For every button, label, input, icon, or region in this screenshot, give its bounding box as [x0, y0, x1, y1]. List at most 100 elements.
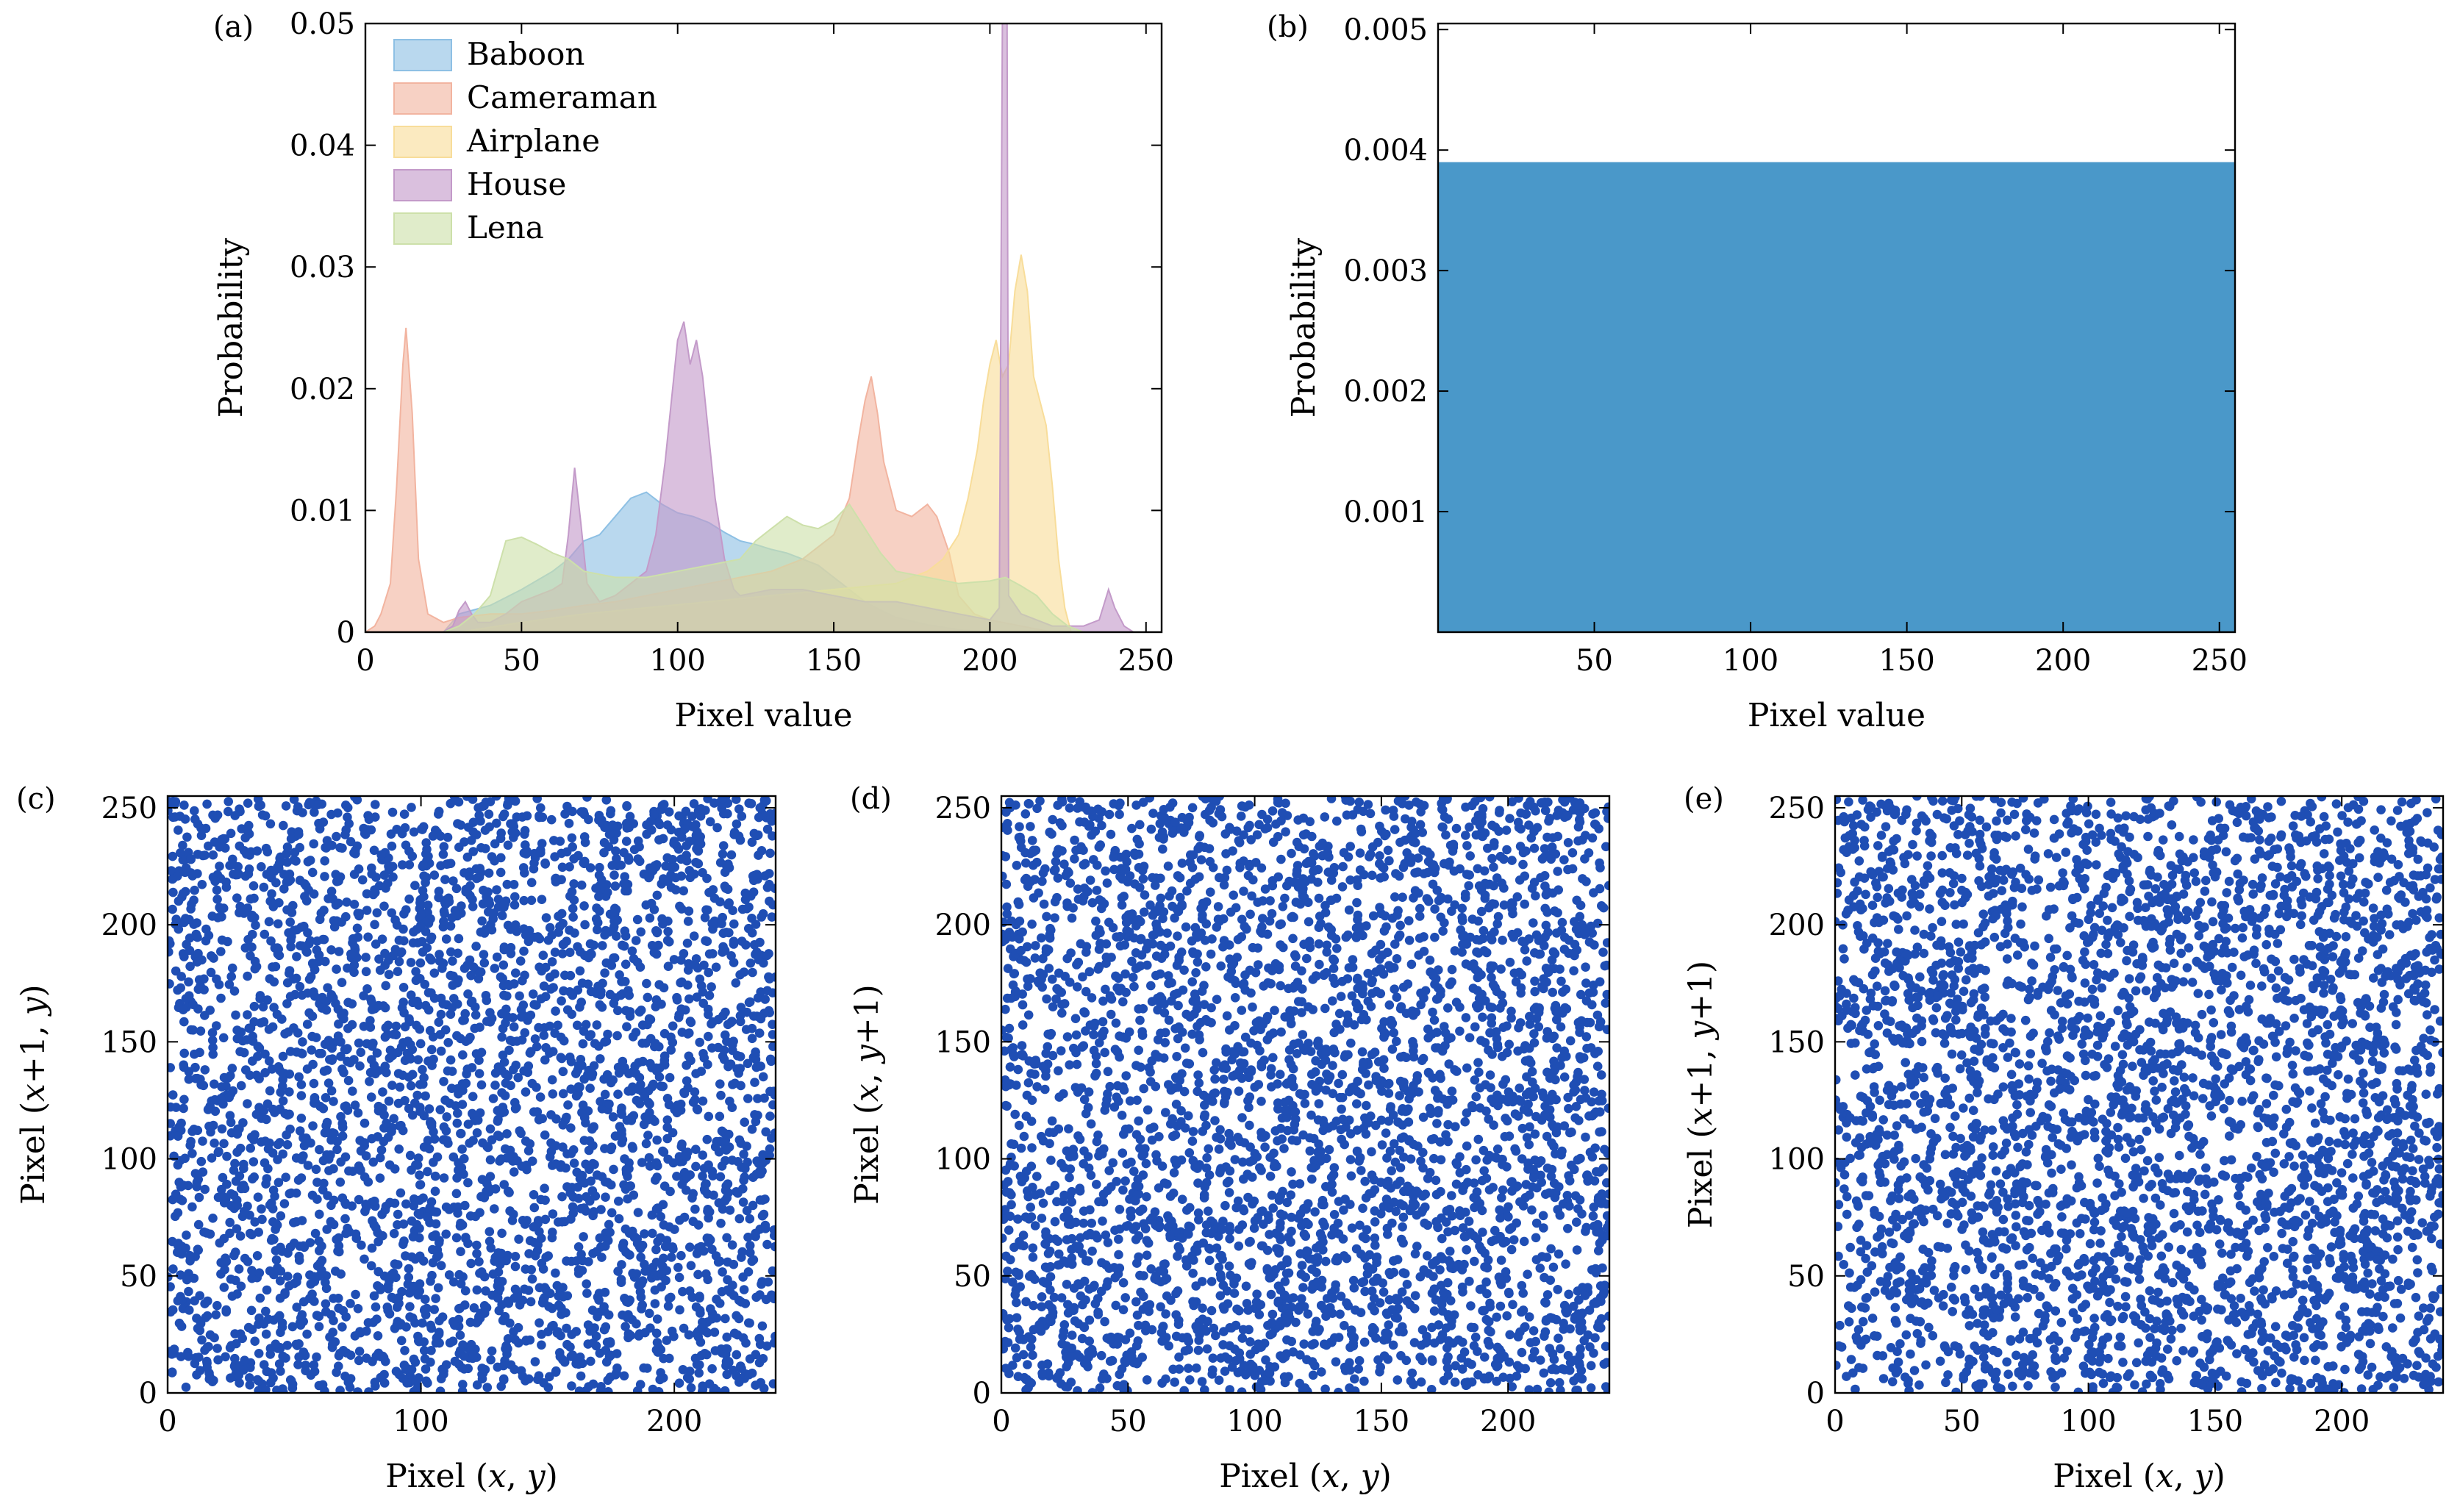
scatter-point: [667, 1253, 676, 1262]
scatter-point: [617, 1260, 626, 1269]
scatter-point: [672, 1108, 682, 1118]
scatter-point: [732, 796, 741, 804]
scatter-point: [593, 917, 603, 928]
scatter-point: [187, 1202, 197, 1212]
scatter-point: [579, 807, 588, 817]
scatter-point: [271, 878, 281, 888]
scatter-point: [310, 1297, 319, 1306]
scatter-point: [239, 1164, 248, 1173]
scatter-point: [680, 824, 690, 834]
scatter-point: [498, 1050, 508, 1060]
scatter-point: [677, 832, 687, 842]
scatter-point: [483, 887, 493, 897]
scatter-point: [1237, 1333, 1248, 1343]
scatter-point: [237, 1333, 248, 1344]
scatter-point: [671, 885, 681, 895]
scatter-point: [1237, 914, 1247, 925]
scatter-point: [682, 1172, 692, 1183]
scatter-point: [462, 796, 472, 801]
scatter-point: [410, 1254, 421, 1264]
scatter-point: [369, 1061, 379, 1070]
scatter-point: [396, 1319, 406, 1328]
scatter-point: [1115, 1031, 1124, 1041]
scatter-point: [632, 914, 643, 925]
scatter-point: [1484, 1045, 1493, 1055]
scatter-point: [516, 1012, 526, 1022]
scatter-point: [375, 1173, 385, 1183]
scatter-point: [415, 1024, 425, 1034]
scatter-point: [436, 1374, 446, 1383]
scatter-point: [239, 1047, 249, 1058]
scatter-point: [747, 837, 757, 848]
scatter-point: [490, 1184, 501, 1194]
scatter-point: [339, 1014, 348, 1024]
scatter-point: [1193, 957, 1203, 967]
scatter-point: [260, 1136, 271, 1146]
scatter-point: [436, 1261, 446, 1271]
scatter-point: [447, 1083, 457, 1093]
scatter-point: [657, 914, 667, 924]
scatter-point: [208, 1214, 218, 1223]
scatter-point: [269, 977, 279, 987]
scatter-point: [341, 1228, 351, 1239]
scatter-point: [347, 999, 357, 1008]
scatter-point: [225, 1228, 235, 1239]
scatter-point: [426, 1346, 436, 1355]
scatter-point: [281, 801, 291, 811]
scatter-point: [587, 1305, 598, 1315]
scatter-point: [273, 949, 283, 959]
scatter-point: [373, 1236, 383, 1247]
scatter-point: [758, 1354, 768, 1364]
scatter-point: [1008, 1278, 1018, 1287]
scatter-point: [627, 946, 637, 956]
scatter-point: [212, 1300, 222, 1311]
scatter-point: [624, 1069, 634, 1078]
scatter-point: [217, 1184, 226, 1194]
scatter-point: [366, 825, 376, 835]
scatter-point: [525, 1048, 535, 1058]
scatter-point: [308, 1059, 318, 1069]
scatter-point: [1193, 1022, 1202, 1031]
scatter-point: [449, 994, 459, 1003]
scatter-point: [397, 1003, 407, 1013]
scatter-point: [490, 1068, 501, 1078]
scatter-point: [1384, 1089, 1394, 1098]
scatter-point: [307, 959, 318, 968]
scatter-point: [610, 881, 621, 891]
scatter-point: [238, 1365, 248, 1375]
scatter-point: [762, 950, 772, 961]
scatter-point: [534, 1318, 544, 1328]
scatter-point: [693, 1332, 704, 1342]
scatter-point: [654, 1387, 664, 1393]
scatter-point: [1344, 905, 1354, 915]
scatter-point: [394, 956, 404, 967]
scatter-point: [479, 958, 490, 968]
scatter-point: [332, 1136, 342, 1147]
scatter-point: [368, 889, 379, 900]
scatter-point: [664, 1294, 674, 1303]
scatter-point: [506, 949, 516, 959]
scatter-point: [174, 825, 183, 835]
scatter-point: [575, 1002, 584, 1012]
scatter-point: [504, 796, 514, 803]
scatter-point: [193, 1245, 204, 1255]
scatter-point: [448, 1316, 458, 1327]
scatter-point: [196, 831, 207, 840]
scatter-point: [266, 1377, 276, 1388]
scatter-point: [385, 1309, 395, 1319]
scatter-point: [439, 917, 448, 926]
scatter-point: [1477, 1205, 1487, 1216]
scatter-point: [474, 1257, 484, 1266]
scatter-point: [562, 1256, 571, 1266]
scatter-point: [540, 1214, 551, 1225]
scatter-point: [566, 1214, 576, 1224]
scatter-point: [726, 850, 737, 860]
scatter-point: [717, 803, 726, 813]
scatter-point: [551, 1268, 560, 1278]
scatter-point: [748, 1255, 759, 1265]
scatter-point: [442, 1136, 452, 1145]
scatter-point: [502, 879, 512, 889]
scatter-point: [193, 1219, 204, 1230]
scatter-point: [406, 1081, 416, 1091]
scatter-point: [439, 906, 449, 917]
